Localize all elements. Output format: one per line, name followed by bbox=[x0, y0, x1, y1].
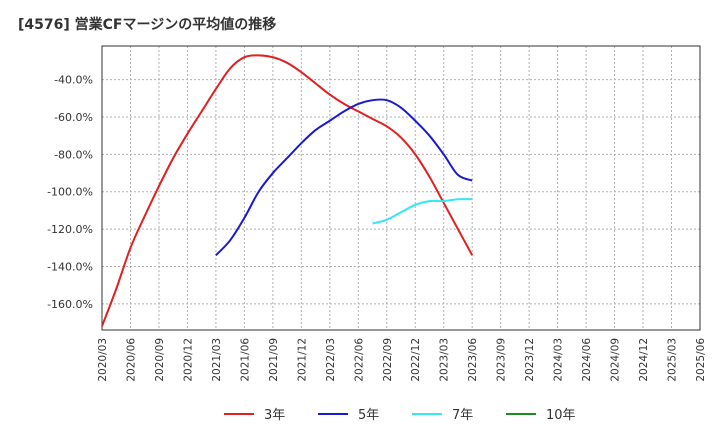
x-tick-label: 2020/06 bbox=[125, 338, 137, 382]
x-tick-label: 2022/12 bbox=[410, 338, 422, 382]
x-tick-label: 2024/03 bbox=[553, 338, 565, 382]
legend-label: 3年 bbox=[264, 408, 285, 423]
plot-border bbox=[101, 45, 701, 331]
x-tick-label: 2021/12 bbox=[296, 338, 308, 382]
y-tick-label: -80.0% bbox=[54, 148, 93, 161]
x-axis: 2020/03 2020/06 2020/09 2020/12 2021/03 2021/… bbox=[97, 338, 707, 382]
x-tick-label: 2023/03 bbox=[439, 338, 451, 382]
y-tick-label: -160.0% bbox=[47, 298, 93, 311]
x-tick-label: 2022/06 bbox=[353, 338, 365, 382]
grid bbox=[101, 46, 701, 330]
x-tick-label: 2020/03 bbox=[97, 338, 109, 382]
x-tick-label: 2023/06 bbox=[467, 338, 479, 382]
x-tick-label: 2024/06 bbox=[581, 338, 593, 382]
y-axis: -40.0% -60.0% -80.0% -100.0% -120.0% -140.0% -… bbox=[47, 74, 93, 311]
x-tick-label: 2022/03 bbox=[325, 338, 337, 382]
plot-frame bbox=[101, 45, 701, 331]
y-tick-label: -40.0% bbox=[54, 74, 93, 87]
y-tick-label: -60.0% bbox=[54, 111, 93, 124]
y-tick-label: -120.0% bbox=[47, 223, 93, 236]
x-tick-label: 2021/09 bbox=[268, 338, 280, 382]
x-tick-label: 2024/09 bbox=[610, 338, 622, 382]
legend-label: 5年 bbox=[358, 408, 379, 423]
x-tick-label: 2021/06 bbox=[239, 338, 251, 382]
legend-label: 10年 bbox=[546, 408, 576, 423]
y-tick-label: -140.0% bbox=[47, 260, 93, 273]
series-line-3年 bbox=[101, 54, 474, 327]
x-tick-label: 2021/03 bbox=[211, 338, 223, 382]
x-tick-label: 2025/06 bbox=[695, 338, 707, 382]
legend: 3年 5年 7年 10年 bbox=[224, 408, 576, 423]
series-layer bbox=[101, 54, 474, 327]
x-tick-label: 2020/12 bbox=[182, 338, 194, 382]
x-tick-label: 2023/09 bbox=[496, 338, 508, 382]
x-tick-label: 2022/09 bbox=[382, 338, 394, 382]
legend-label: 7年 bbox=[452, 408, 473, 423]
x-tick-label: 2024/12 bbox=[638, 338, 650, 382]
series-line-7年 bbox=[372, 198, 473, 225]
x-tick-label: 2023/12 bbox=[524, 338, 536, 382]
y-tick-label: -100.0% bbox=[47, 186, 93, 199]
x-tick-label: 2020/09 bbox=[154, 338, 166, 382]
x-tick-label: 2025/03 bbox=[667, 338, 679, 382]
series-line-5年 bbox=[215, 98, 473, 256]
chart-title: [4576] 営業CFマージンの平均値の推移 bbox=[18, 16, 276, 33]
